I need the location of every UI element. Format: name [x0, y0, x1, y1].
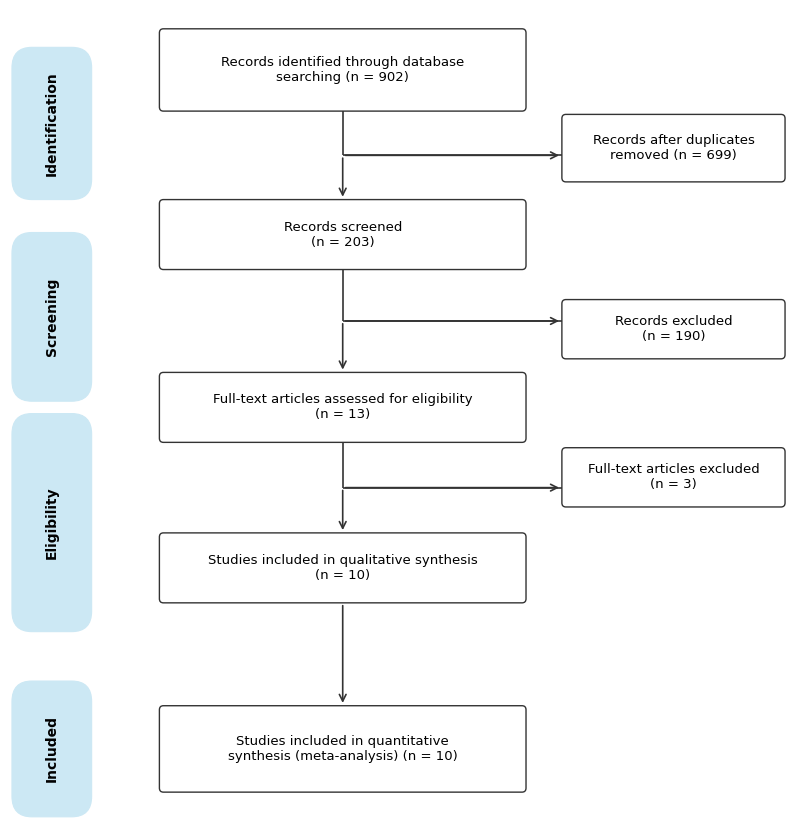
FancyBboxPatch shape	[562, 448, 785, 507]
FancyBboxPatch shape	[12, 414, 92, 632]
Text: Records after duplicates
removed (n = 699): Records after duplicates removed (n = 69…	[592, 134, 755, 162]
Text: Studies included in quantitative
synthesis (meta-analysis) (n = 10): Studies included in quantitative synthes…	[228, 735, 457, 763]
Text: Records excluded
(n = 190): Records excluded (n = 190)	[614, 315, 732, 343]
Text: Studies included in qualitative synthesis
(n = 10): Studies included in qualitative synthesi…	[208, 554, 477, 582]
FancyBboxPatch shape	[12, 681, 92, 816]
Text: Full-text articles assessed for eligibility
(n = 13): Full-text articles assessed for eligibil…	[213, 393, 473, 421]
Text: Identification: Identification	[45, 71, 59, 176]
Text: Eligibility: Eligibility	[45, 486, 59, 559]
FancyBboxPatch shape	[12, 233, 92, 402]
FancyBboxPatch shape	[562, 300, 785, 359]
FancyBboxPatch shape	[159, 706, 526, 792]
FancyBboxPatch shape	[159, 29, 526, 111]
FancyBboxPatch shape	[562, 114, 785, 182]
Text: Included: Included	[45, 715, 59, 783]
FancyBboxPatch shape	[12, 48, 92, 200]
FancyBboxPatch shape	[159, 200, 526, 270]
Text: Screening: Screening	[45, 277, 59, 356]
FancyBboxPatch shape	[159, 533, 526, 602]
Text: Records identified through database
searching (n = 902): Records identified through database sear…	[221, 56, 465, 84]
Text: Full-text articles excluded
(n = 3): Full-text articles excluded (n = 3)	[587, 463, 760, 491]
FancyBboxPatch shape	[159, 373, 526, 443]
Text: Records screened
(n = 203): Records screened (n = 203)	[284, 221, 402, 249]
